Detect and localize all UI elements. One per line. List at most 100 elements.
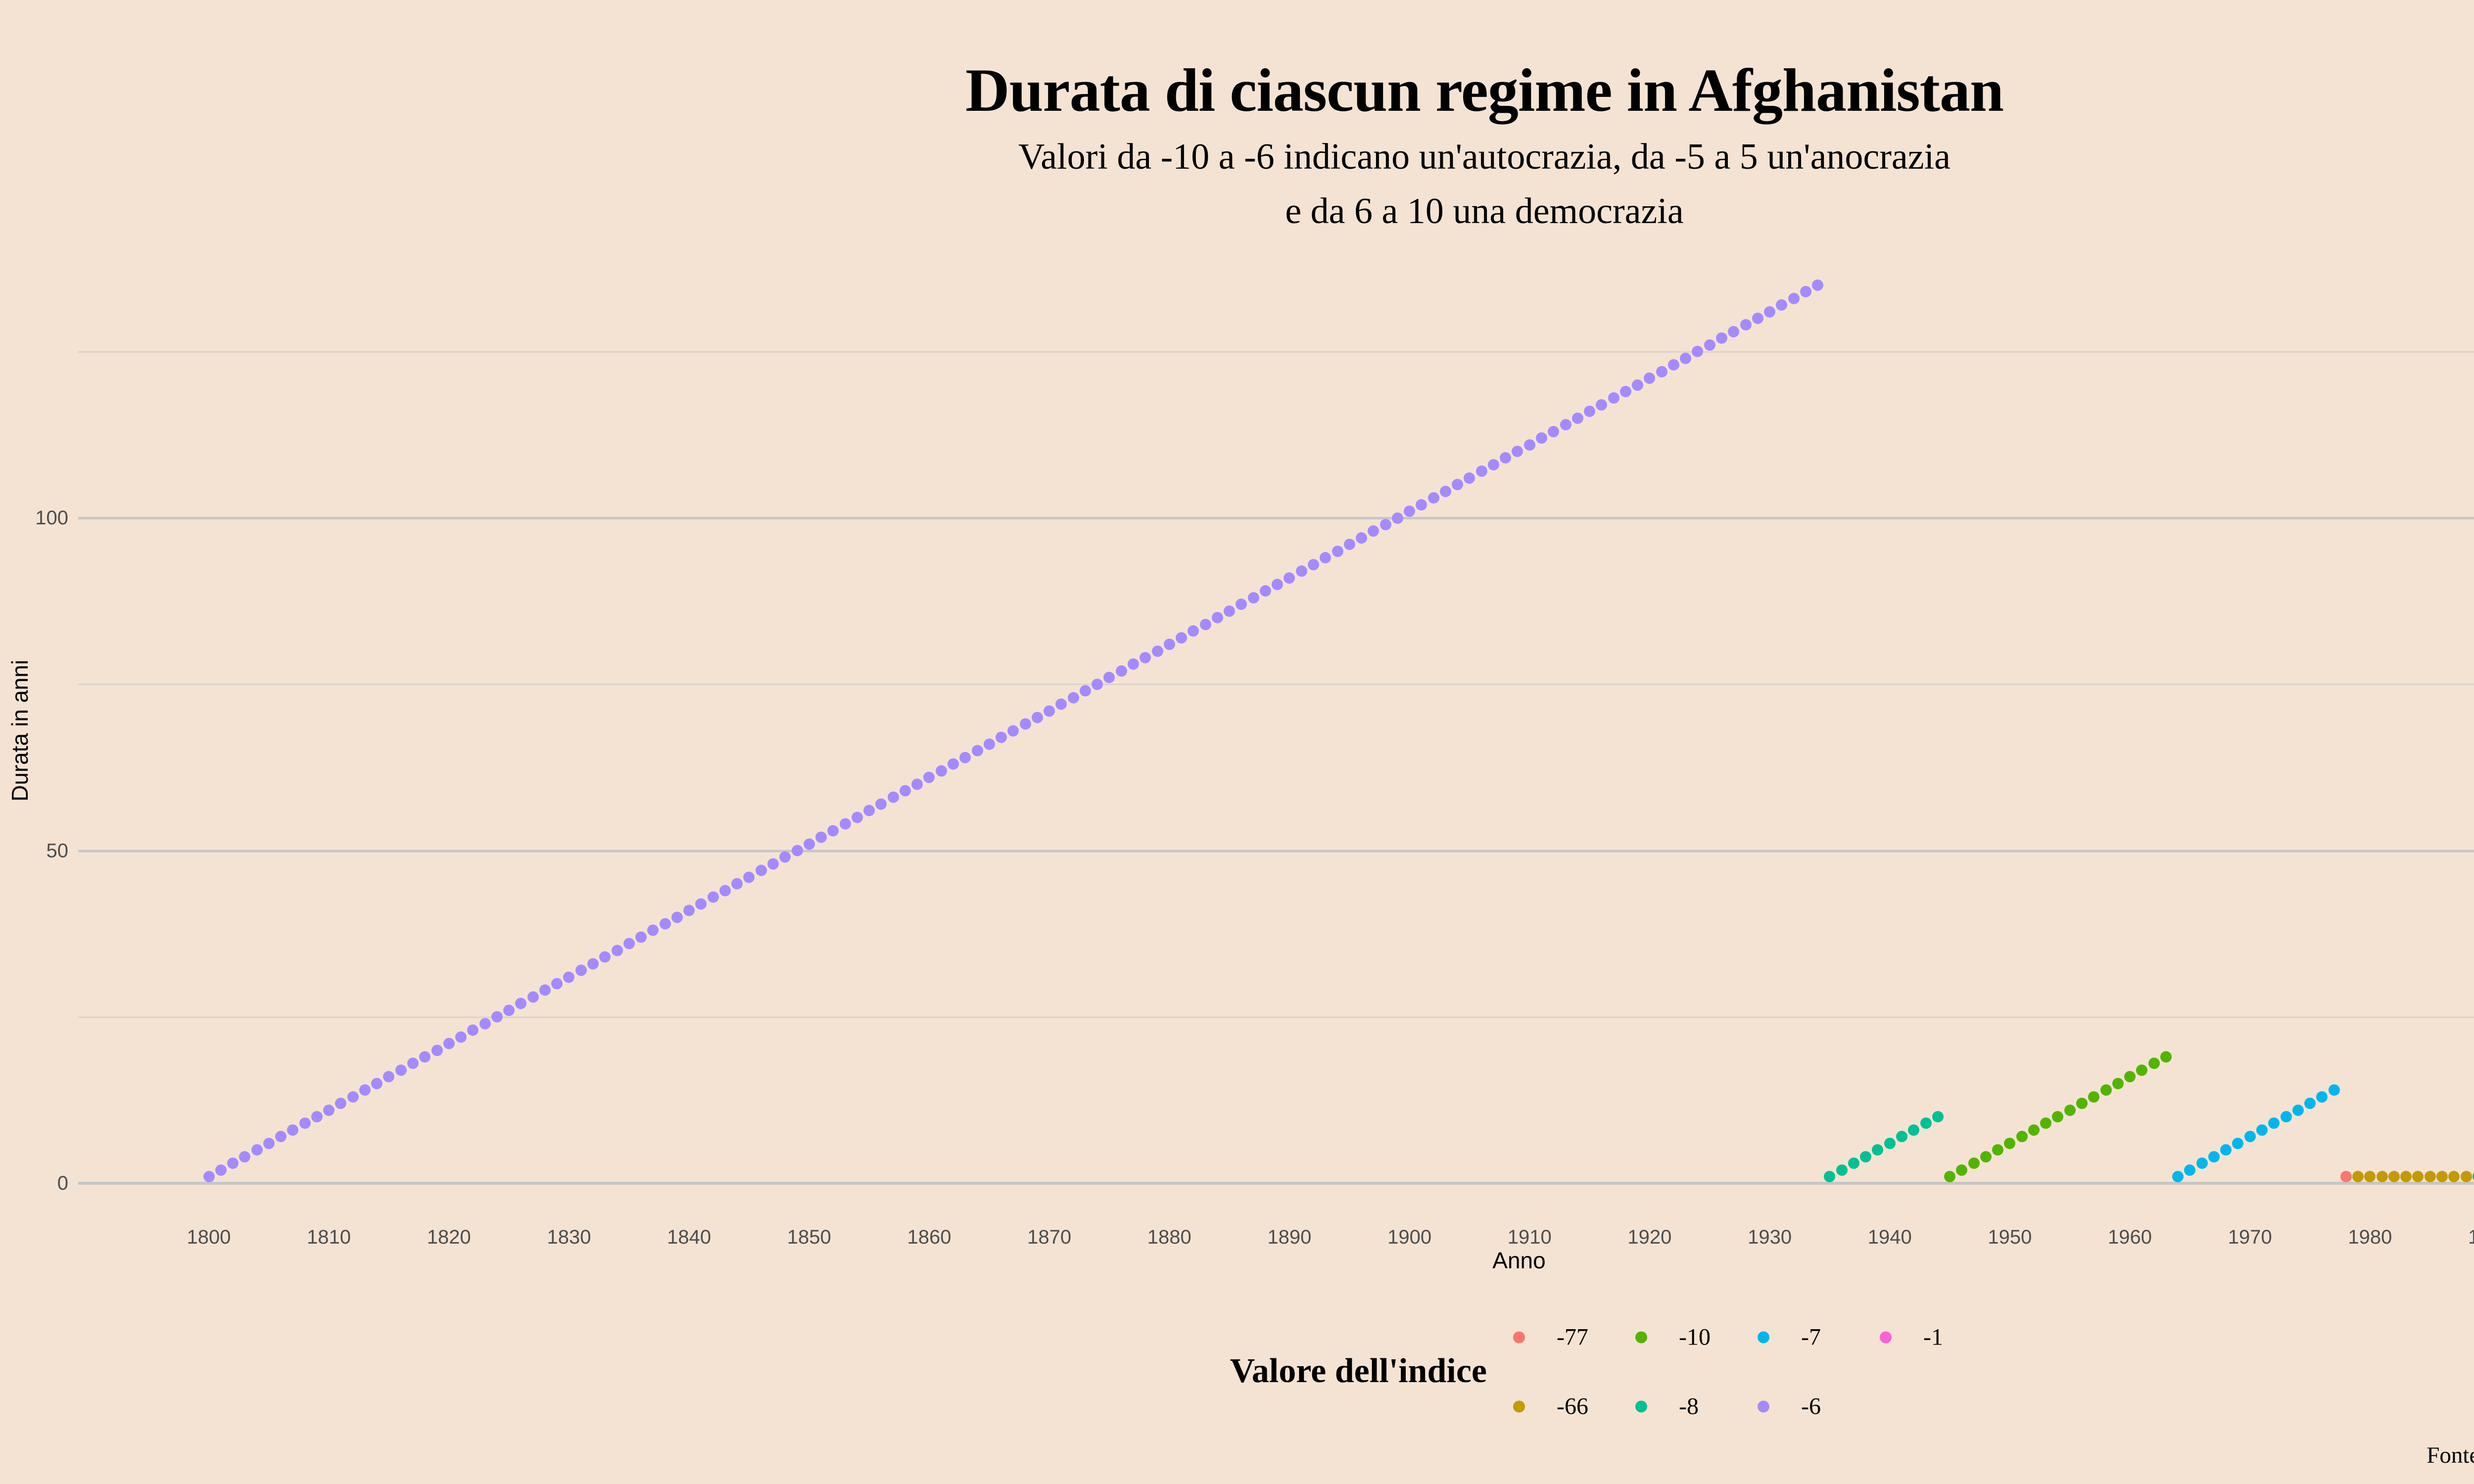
data-point bbox=[395, 1064, 407, 1076]
data-point bbox=[311, 1111, 323, 1122]
data-point bbox=[1980, 1151, 1992, 1162]
x-axis-tick-label: 1870 bbox=[1027, 1226, 1072, 1248]
gridline-minor bbox=[78, 684, 2474, 686]
data-point bbox=[1127, 658, 1139, 670]
data-point bbox=[659, 918, 671, 929]
data-point bbox=[2400, 1171, 2412, 1183]
data-point bbox=[2064, 1104, 2076, 1116]
data-point bbox=[2040, 1117, 2052, 1129]
x-axis-tick-label: 1830 bbox=[547, 1226, 591, 1248]
page-title: Durata di ciascun regime in Afghanistan bbox=[965, 56, 2004, 124]
x-axis-tick-label: 1810 bbox=[307, 1226, 351, 1248]
legend-item--8: -8 bbox=[1635, 1393, 1758, 1420]
legend-item--10: -10 bbox=[1635, 1324, 1758, 1351]
data-point bbox=[1487, 459, 1499, 470]
data-point bbox=[2172, 1171, 2184, 1183]
data-point bbox=[2232, 1137, 2244, 1149]
data-point bbox=[1307, 558, 1319, 570]
legend-swatch-icon bbox=[1758, 1400, 1769, 1412]
data-point bbox=[1740, 319, 1752, 331]
data-point bbox=[1548, 425, 1560, 437]
data-point bbox=[323, 1104, 335, 1116]
x-axis-tick-label: 1880 bbox=[1147, 1226, 1191, 1248]
data-point bbox=[419, 1051, 431, 1063]
y-axis-tick-label: 0 bbox=[57, 1172, 68, 1194]
data-point bbox=[479, 1018, 491, 1029]
data-point bbox=[2436, 1171, 2448, 1183]
data-point bbox=[575, 965, 587, 976]
data-point bbox=[935, 765, 947, 777]
data-point bbox=[2352, 1171, 2364, 1183]
footer-source: Fonte: Polity Project | Elaborazione: Da… bbox=[2426, 1442, 2474, 1468]
data-point bbox=[1596, 399, 1608, 411]
x-axis-tick-label: 1800 bbox=[187, 1226, 231, 1248]
legend-item--7: -7 bbox=[1758, 1324, 1880, 1351]
data-point bbox=[1812, 279, 1824, 291]
data-point bbox=[2388, 1171, 2400, 1183]
data-point bbox=[1151, 645, 1163, 657]
legend-item--77: -77 bbox=[1513, 1324, 1635, 1351]
x-axis-tick-label: 1990 bbox=[2468, 1226, 2474, 1248]
data-point bbox=[1968, 1158, 1980, 1169]
x-axis-tick-label: 1940 bbox=[1867, 1226, 1912, 1248]
data-point bbox=[1536, 432, 1548, 444]
data-point bbox=[719, 884, 731, 896]
data-point bbox=[2112, 1077, 2124, 1089]
data-point bbox=[827, 825, 839, 836]
x-axis-tick-label: 1920 bbox=[1627, 1226, 1672, 1248]
data-point bbox=[2412, 1171, 2424, 1183]
legend-item--6: -6 bbox=[1758, 1393, 1880, 1420]
data-point bbox=[1571, 412, 1583, 424]
data-point bbox=[1800, 286, 1811, 298]
data-point bbox=[515, 998, 527, 1010]
data-point bbox=[1523, 439, 1535, 451]
data-point bbox=[1272, 579, 1284, 590]
data-point bbox=[539, 984, 551, 996]
x-axis-title: Anno bbox=[1492, 1248, 1546, 1273]
x-axis-tick-label: 1890 bbox=[1267, 1226, 1312, 1248]
data-point bbox=[455, 1031, 467, 1043]
data-point bbox=[1067, 692, 1079, 703]
data-point bbox=[2280, 1111, 2292, 1122]
data-point bbox=[743, 871, 755, 883]
data-point bbox=[1680, 352, 1692, 364]
data-point bbox=[623, 938, 635, 950]
data-point bbox=[1475, 465, 1487, 477]
data-point bbox=[1884, 1137, 1896, 1149]
data-point bbox=[707, 891, 719, 903]
data-point bbox=[803, 838, 815, 850]
data-point bbox=[467, 1024, 479, 1036]
data-point bbox=[1464, 472, 1475, 484]
data-point bbox=[2376, 1171, 2388, 1183]
data-point bbox=[1728, 325, 1740, 337]
data-point bbox=[1764, 306, 1776, 318]
data-point bbox=[996, 732, 1007, 743]
data-point bbox=[875, 798, 887, 810]
legend-item-label: -10 bbox=[1679, 1324, 1711, 1350]
data-point bbox=[1391, 512, 1403, 524]
data-point bbox=[2208, 1151, 2220, 1162]
y-axis-tick-label: 100 bbox=[35, 507, 68, 529]
data-point bbox=[2004, 1137, 2016, 1149]
data-point bbox=[563, 971, 575, 983]
data-point bbox=[1560, 419, 1571, 431]
data-point bbox=[2244, 1131, 2256, 1143]
data-point bbox=[2364, 1171, 2376, 1183]
legend-swatch-icon bbox=[1635, 1400, 1647, 1412]
legend-swatch-icon bbox=[1880, 1331, 1892, 1343]
data-point bbox=[899, 785, 911, 796]
data-point bbox=[611, 944, 623, 956]
data-point bbox=[1211, 612, 1223, 624]
data-point bbox=[887, 791, 899, 803]
data-point bbox=[1608, 392, 1619, 404]
data-point bbox=[863, 805, 875, 817]
data-point bbox=[251, 1144, 263, 1156]
data-point bbox=[1776, 299, 1788, 311]
data-point bbox=[1404, 506, 1416, 517]
data-point bbox=[347, 1091, 359, 1103]
gridline-major bbox=[78, 849, 2474, 852]
x-axis-tick-label: 1900 bbox=[1387, 1226, 1432, 1248]
data-point bbox=[755, 865, 767, 877]
data-point bbox=[1920, 1117, 1932, 1129]
data-point bbox=[1656, 366, 1667, 377]
